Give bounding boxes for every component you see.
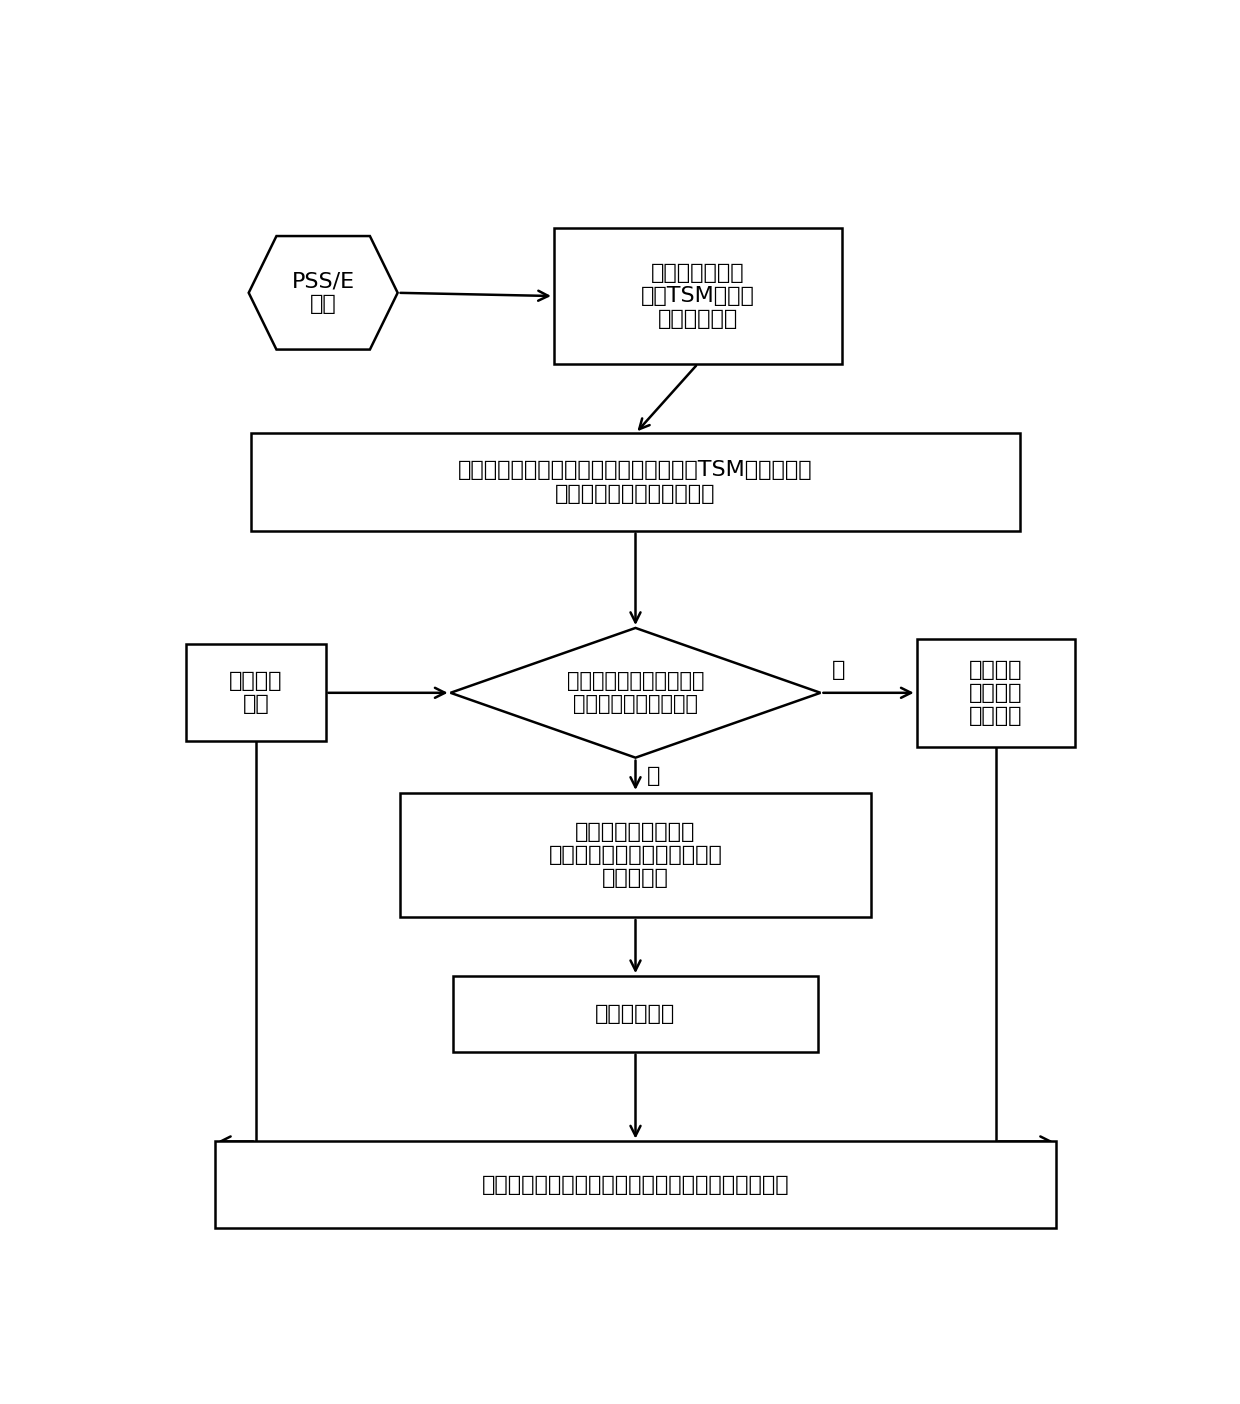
FancyBboxPatch shape <box>215 1141 1056 1228</box>
FancyBboxPatch shape <box>250 434 1019 531</box>
Text: 记录操作变量及
相应TSM的电力
系统大数据集: 记录操作变量及 相应TSM的电力 系统大数据集 <box>641 263 755 330</box>
Text: 利用信息冗余性最优算法构建操作变量与TSM的关系，并
记录不同的网络拓扑表达式: 利用信息冗余性最优算法构建操作变量与TSM的关系，并 记录不同的网络拓扑表达式 <box>459 461 812 504</box>
FancyBboxPatch shape <box>186 644 326 741</box>
Text: 根据得到的关系对当前运行点进行暂态稳定裕度评估: 根据得到的关系对当前运行点进行暂态稳定裕度评估 <box>481 1175 790 1195</box>
FancyBboxPatch shape <box>554 229 842 364</box>
Text: 是: 是 <box>832 660 846 680</box>
Text: 使用相应
的特征及
和表达式: 使用相应 的特征及 和表达式 <box>970 660 1023 726</box>
FancyBboxPatch shape <box>453 976 818 1052</box>
FancyBboxPatch shape <box>916 639 1075 747</box>
Text: 新的运行
条件: 新的运行 条件 <box>229 671 283 715</box>
Text: 比较当前拓扑和数据集中
的拓扑，是否被记录？: 比较当前拓扑和数据集中 的拓扑，是否被记录？ <box>567 671 704 715</box>
Polygon shape <box>450 628 821 758</box>
FancyBboxPatch shape <box>401 793 870 917</box>
Text: 使用新的关系: 使用新的关系 <box>595 1004 676 1024</box>
Text: 在新的运行条件下，
将信息冗余性最优算法应用到
新的拓扑中: 在新的运行条件下， 将信息冗余性最优算法应用到 新的拓扑中 <box>548 821 723 889</box>
Polygon shape <box>249 236 398 350</box>
Text: PSS/E
仿真: PSS/E 仿真 <box>291 271 355 314</box>
Text: 否: 否 <box>647 767 661 786</box>
